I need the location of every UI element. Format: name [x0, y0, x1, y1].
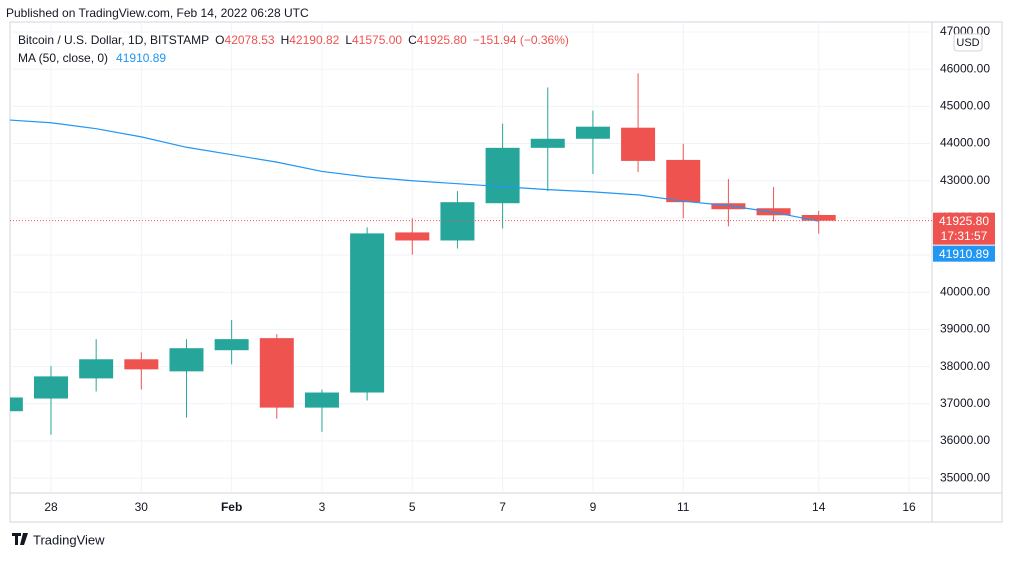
ohlc-legend: O 42078.53 H 42190.82 L 41575.00 C 41925.80 −151…: [215, 33, 569, 47]
candle-body: [124, 359, 159, 370]
x-tick-label: 9: [590, 500, 597, 514]
grid: [10, 22, 932, 493]
y-tick-label: 45000.00: [940, 99, 990, 113]
candle-body: [485, 147, 520, 204]
x-tick-label: 5: [409, 500, 416, 514]
candle-body: [79, 359, 114, 379]
ma-line: [10, 119, 819, 222]
candle-body: [259, 338, 294, 408]
y-tick-label: 44000.00: [940, 136, 990, 150]
y-tick-label: 38000.00: [940, 359, 990, 373]
y-tick-label: 46000.00: [940, 61, 990, 75]
candle-body: [350, 233, 385, 393]
candle-body: [621, 127, 656, 161]
candle-body: [440, 202, 475, 241]
ma-tag: [933, 245, 995, 262]
ohlc-key: O: [215, 33, 224, 47]
x-tick-label: 16: [902, 500, 916, 514]
ohlc-value: 41575.00: [352, 33, 402, 47]
candle-body: [575, 126, 610, 139]
candle-body: [10, 397, 23, 412]
candle-body: [801, 214, 836, 221]
ma-tag-label: 41910.89: [939, 247, 989, 261]
x-tick-label: 3: [319, 500, 326, 514]
y-tick-label: 43000.00: [940, 173, 990, 187]
x-tick-label: Feb: [221, 500, 242, 514]
ohlc-value: 42190.82: [289, 33, 339, 47]
y-tick-label: 39000.00: [940, 322, 990, 336]
currency-box: [953, 33, 983, 52]
x-tick-label: 28: [44, 500, 58, 514]
price-tag: [933, 212, 995, 245]
x-tick-label: 14: [812, 500, 826, 514]
ohlc-key: L: [345, 33, 352, 47]
candle-body: [666, 159, 701, 203]
currency: USD: [956, 37, 979, 49]
ohlc-value: 41925.80: [417, 33, 467, 47]
logo: [12, 533, 28, 545]
y-tick-label: 35000.00: [940, 470, 990, 484]
change: −151.94 (−0.36%): [473, 33, 569, 47]
countdown: 17:31:57: [941, 229, 988, 243]
chart-frame: [9, 21, 1003, 523]
plot-area: [10, 73, 932, 435]
ohlc-key: H: [281, 33, 290, 47]
candle-body: [34, 376, 68, 399]
chart-title: Bitcoin / U.S. Dollar, 1D, BITSTAMP: [18, 33, 209, 47]
axes: 35000.00 36000.00 37000.00 38000.00 39000.00…: [44, 24, 995, 514]
candle-body: [214, 339, 249, 351]
x-tick-label: 30: [135, 500, 149, 514]
ohlc-key: C: [408, 33, 417, 47]
candle-body: [169, 348, 204, 372]
ohlc-value: 42078.53: [225, 33, 275, 47]
legend-label: MA (50, close, 0): [18, 51, 108, 65]
price-tag-label: 41925.80: [939, 214, 989, 228]
legend-value: 41910.89: [116, 51, 166, 65]
x-tick-label: 11: [677, 500, 690, 514]
footer: TradingView: [33, 532, 105, 547]
published: Published on TradingView.com, Feb 14, 20…: [6, 6, 309, 20]
y-tick-label: 37000.00: [940, 396, 990, 410]
x-tick-label: 7: [499, 500, 506, 514]
y-tick-label: 36000.00: [940, 433, 990, 447]
candle-body: [395, 232, 430, 241]
y-tick-label: 40000.00: [940, 284, 990, 298]
candle-body: [530, 138, 565, 148]
candle-body: [304, 392, 339, 408]
